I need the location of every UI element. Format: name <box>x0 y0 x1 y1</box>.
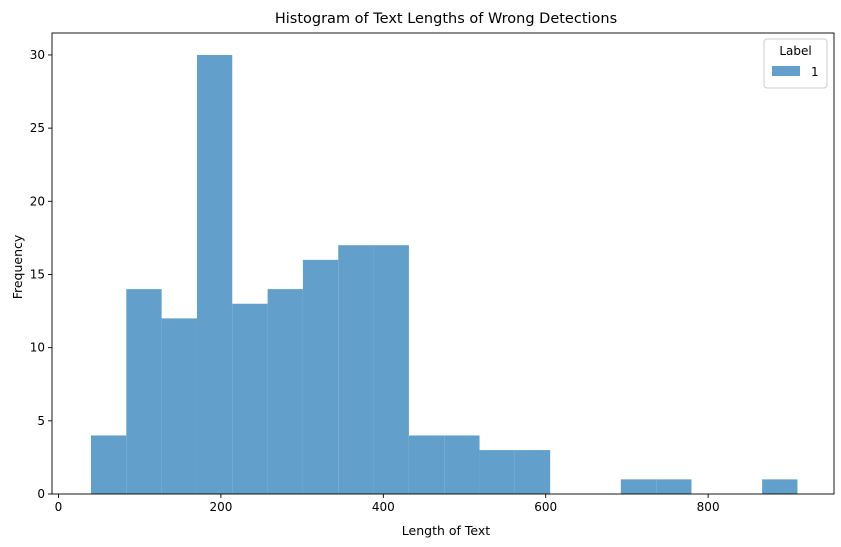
y-axis-label: Frequency <box>10 234 25 299</box>
histogram-bar <box>90 435 127 494</box>
plot-frame <box>51 32 835 495</box>
y-tick-label: 25 <box>30 121 45 135</box>
histogram-bar <box>656 479 692 494</box>
histogram-bar <box>232 303 268 494</box>
histogram-bar <box>762 479 798 494</box>
x-axis-label: Length of Text <box>402 523 490 538</box>
histogram-bar <box>479 450 515 494</box>
x-tick-label: 0 <box>55 500 63 514</box>
y-tick-label: 0 <box>37 487 45 501</box>
histogram-bar <box>620 479 657 494</box>
x-tick-label: 400 <box>372 500 395 514</box>
axes-group: 0 200 400 600 800 0 5 10 15 20 25 30 <box>30 32 835 514</box>
histogram-bar <box>196 54 233 494</box>
x-tick-label: 600 <box>534 500 557 514</box>
histogram-bar <box>126 289 162 494</box>
y-tick-label: 30 <box>30 48 45 62</box>
histogram-bar <box>408 435 445 494</box>
histogram-bar <box>302 259 339 494</box>
x-tick-label: 200 <box>209 500 232 514</box>
histogram-bar <box>338 245 374 494</box>
chart-title: Histogram of Text Lengths of Wrong Detec… <box>275 11 617 27</box>
histogram-bar <box>161 318 197 494</box>
histogram-bar <box>267 289 303 494</box>
histogram-bar <box>514 450 551 494</box>
histogram-bar <box>444 435 480 494</box>
legend-entry-label: 1 <box>811 65 819 79</box>
y-tick-label: 20 <box>30 194 45 208</box>
histogram-bar <box>373 245 409 494</box>
legend-title: Label <box>779 44 811 58</box>
x-tick-label: 800 <box>697 500 720 514</box>
y-tick-label: 15 <box>30 267 45 281</box>
y-tick-label: 10 <box>30 341 45 355</box>
bars-group <box>90 54 798 494</box>
legend-swatch <box>772 66 800 76</box>
y-tick-label: 5 <box>37 414 45 428</box>
